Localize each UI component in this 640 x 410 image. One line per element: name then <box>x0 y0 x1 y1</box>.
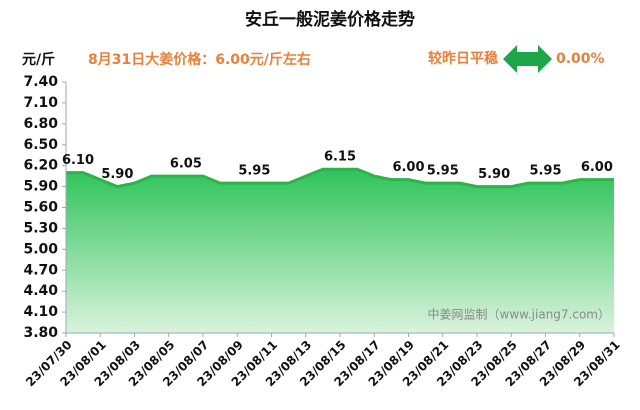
value-label: 6.10 <box>62 153 94 168</box>
value-label: 5.90 <box>478 167 510 182</box>
value-label: 6.00 <box>581 160 613 175</box>
y-tick-label: 6.20 <box>23 158 58 174</box>
y-tick-label: 5.00 <box>23 241 58 257</box>
y-tick-label: 3.80 <box>23 325 58 341</box>
value-label: 5.95 <box>238 164 270 179</box>
value-label: 6.00 <box>392 160 424 175</box>
y-tick-label: 5.60 <box>23 200 58 216</box>
y-tick-label: 4.40 <box>23 283 58 299</box>
y-tick-label: 6.50 <box>23 137 58 153</box>
y-tick-label: 5.90 <box>23 179 58 195</box>
subtitle: 8月31日大姜价格：6.00元/斤左右 <box>88 51 311 68</box>
y-tick-label: 4.70 <box>23 262 58 278</box>
value-label: 6.15 <box>324 150 356 165</box>
flat-arrow <box>503 45 552 73</box>
change-label: 较昨日平稳 <box>428 50 498 67</box>
change-value: 0.00% <box>556 51 605 67</box>
y-tick-label: 7.40 <box>23 74 58 90</box>
y-tick-label: 4.10 <box>23 304 58 320</box>
chart-title: 安丘一般泥姜价格走势 <box>245 9 415 30</box>
y-tick-label: 6.80 <box>23 116 58 132</box>
area <box>66 169 614 333</box>
y-tick-label: 5.30 <box>23 220 58 236</box>
value-label: 5.95 <box>529 164 561 179</box>
value-label: 6.05 <box>170 157 202 172</box>
y-tick-label: 7.10 <box>23 95 58 111</box>
line <box>66 167 614 189</box>
value-label: 5.95 <box>427 164 459 179</box>
value-label: 5.90 <box>101 167 133 182</box>
unit-label: 元/斤 <box>22 51 55 68</box>
watermark: 中姜网监制（www.jiang7.com） <box>428 307 610 322</box>
